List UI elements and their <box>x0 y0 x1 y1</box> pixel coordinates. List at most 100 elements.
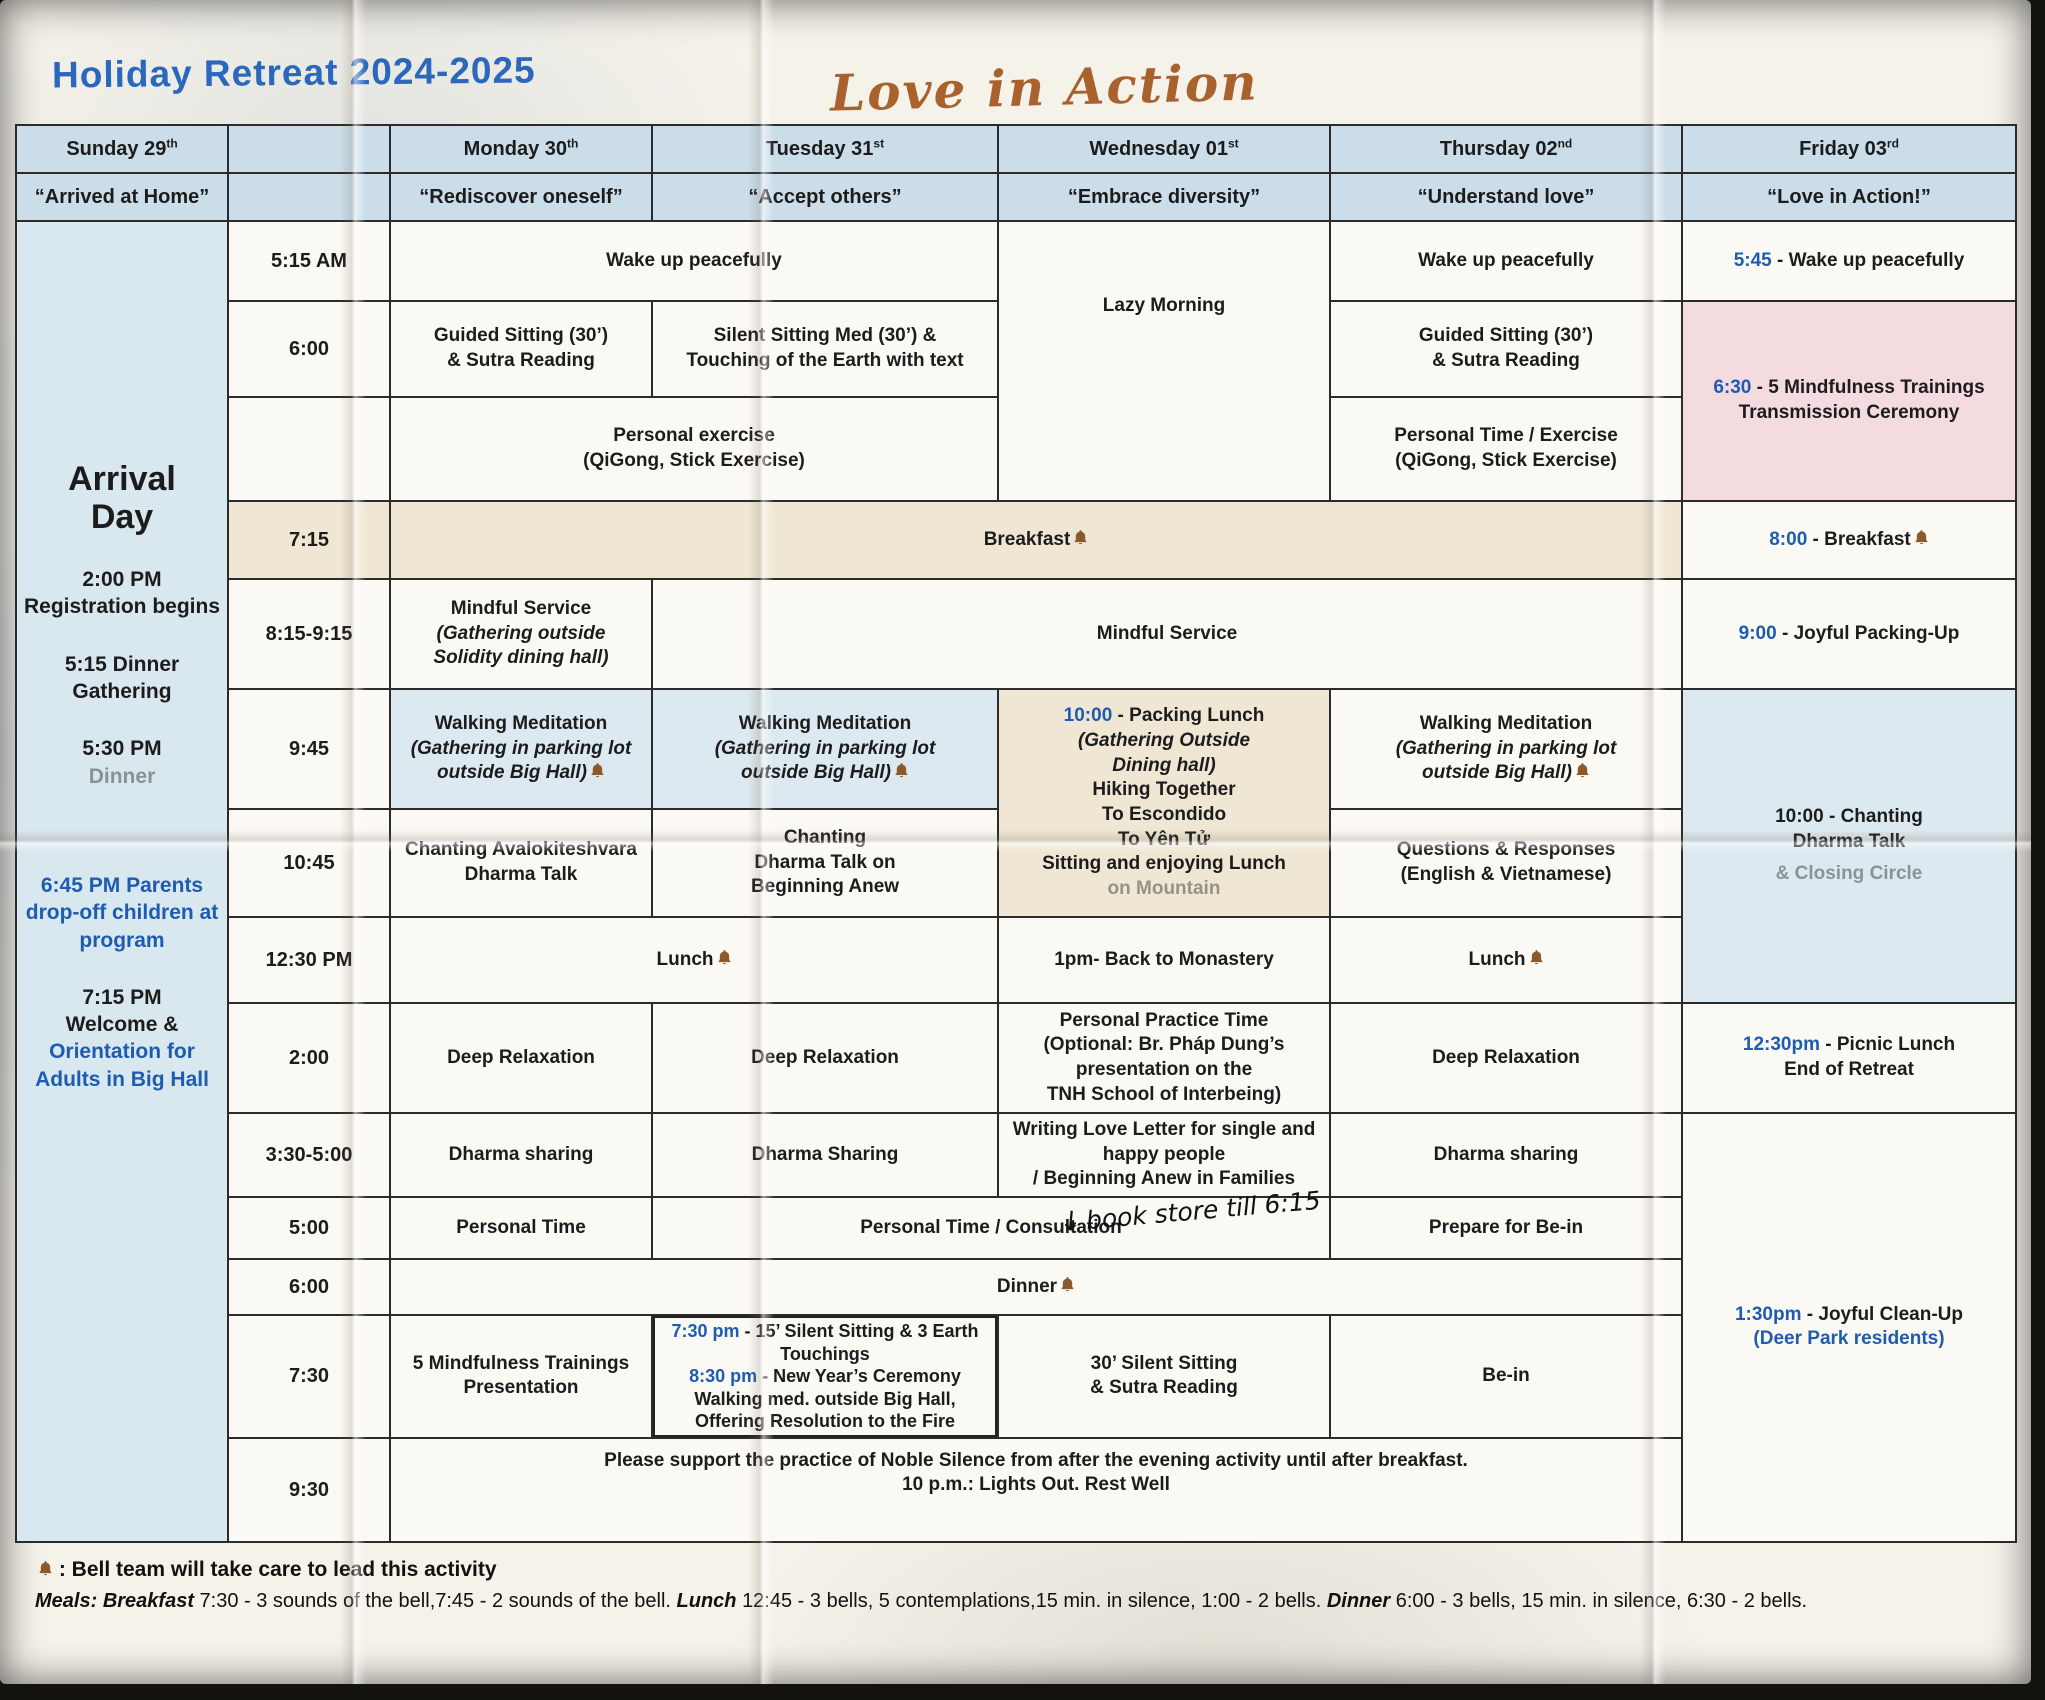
time-slot: 10:45 <box>227 808 391 918</box>
monday-tuesday-personal-exercise: Personal exercise (QiGong, Stick Exercise… <box>389 396 999 502</box>
schedule-row: 6:00 Guided Sitting (30’) & Sutra Reading S… <box>16 300 2017 502</box>
monday-tuesday-wake-up: Wake up peacefully <box>389 220 999 302</box>
tuesday-new-year-ceremony: 7:30 pm - 15’ Silent Sitting & 3 Earth To… <box>651 1314 999 1439</box>
tuesday-walking-meditation: Walking Meditation (Gathering in parking … <box>651 688 999 810</box>
time-slot: 12:30 PM <box>227 916 391 1004</box>
wednesday-back-to-monastery: 1pm- Back to Monastery <box>997 916 1331 1004</box>
time-slot: 9:45 <box>227 688 391 810</box>
bell-icon <box>587 762 605 783</box>
day-empty <box>227 124 391 174</box>
schedule-row: 9:45 Walking Meditation (Gathering in park… <box>16 688 2017 1004</box>
bell-icon <box>1911 529 1929 550</box>
day-wednesday: Wednesday 01st <box>997 124 1331 174</box>
wednesday-silent-sitting: 30’ Silent Sitting & Sutra Reading <box>997 1314 1331 1439</box>
friday-joyful-packing: 9:00 - Joyful Packing-Up <box>1681 578 2017 690</box>
tuesday-deep-relaxation: Deep Relaxation <box>651 1002 999 1114</box>
meals-note: Meals: Breakfast 7:30 - 3 sounds of the … <box>35 1590 1808 1612</box>
theme-wednesday: “Embrace diversity” <box>997 172 1331 222</box>
time-slot: 9:30 <box>227 1436 391 1543</box>
theme-friday: “Love in Action!” <box>1681 172 2017 222</box>
monday-personal-time: Personal Time <box>389 1196 653 1261</box>
thursday-bein: Be-in <box>1329 1314 1683 1439</box>
time-slot: 7:30 <box>227 1314 391 1439</box>
schedule-row: 12:30 PM Lunch 1pm- Back to Monastery Lunch <box>16 916 2016 1004</box>
tuesday-dharma-sharing: Dharma Sharing <box>651 1111 999 1199</box>
bell-icon <box>1526 949 1544 970</box>
bell-icon <box>1070 529 1088 550</box>
time-slot <box>227 396 391 502</box>
bell-icon <box>714 949 732 970</box>
schedule-row: Arrival Day 2:00 PM Registration begins 5:15… <box>15 220 2017 1543</box>
schedule-row: 9:30 Please support the practice of Noble… <box>16 1436 2016 1543</box>
wednesday-love-letter: Writing Love Letter for single and happy … <box>997 1111 1331 1199</box>
friday-breakfast: 8:00 - Breakfast <box>1681 500 2017 580</box>
dinner-span: Dinner <box>389 1258 1683 1317</box>
thursday-guided-sitting: Guided Sitting (30’) & Sutra Reading <box>1329 300 1683 398</box>
tuesday-chanting: Chanting Dharma Talk on Beginning Anew <box>651 808 999 918</box>
time-slot: 6:00 <box>227 300 391 398</box>
schedule-body: Arrival Day 2:00 PM Registration begins 5:15… <box>15 220 2017 1543</box>
friday-wake-up: 5:45 - Wake up peacefully <box>1681 220 2017 302</box>
time-slot: 5:00 <box>227 1196 391 1261</box>
time-slot: 7:15 <box>227 500 391 580</box>
monday-walking-meditation: Walking Meditation (Gathering in parking … <box>389 688 653 810</box>
schedule-row: 6:00 Dinner <box>16 1258 2016 1317</box>
bell-icon <box>1572 762 1590 783</box>
breakfast-span: Breakfast <box>389 500 1683 580</box>
schedule-row: 5:00 Personal Time Personal Time / Consult… <box>16 1186 2016 1261</box>
retreat-theme-title: Love in Action <box>829 52 1260 123</box>
friday-transmission-ceremony: 6:30 - 5 Mindfulness Trainings Transmissi… <box>1681 300 2017 502</box>
thursday-personal-exercise: Personal Time / Exercise (QiGong, Stick E… <box>1329 396 1683 502</box>
theme-thursday: “Understand love” <box>1329 172 1683 222</box>
thursday-dharma-sharing: Dharma sharing <box>1329 1111 1683 1199</box>
time-slot: 8:15-9:15 <box>227 578 391 690</box>
day-sunday: Sunday 29th <box>15 124 229 174</box>
wednesday-hiking: 10:00 - Packing Lunch (Gathering Outside D… <box>997 688 1331 918</box>
schedule-table: Sunday 29th Monday 30th Tuesday 31st Wednes… <box>15 124 2017 1543</box>
theme-sunday: “Arrived at Home” <box>15 172 229 222</box>
tuesday-silent-sitting: Silent Sitting Med (30’) & Touching of th… <box>651 300 999 398</box>
sunday-arrival-day: Arrival Day 2:00 PM Registration begins 5:15… <box>15 220 229 1543</box>
header-row: “Arrived at Home” “Rediscover oneself” “Ac… <box>15 172 2017 222</box>
bell-icon <box>891 762 909 783</box>
bell-icon <box>1057 1276 1075 1297</box>
friday-joyful-cleanup: 1:30pm - Joyful Clean-Up (Deer Park resid… <box>1681 1112 2017 1543</box>
day-monday: Monday 30th <box>389 124 653 174</box>
monday-deep-relaxation: Deep Relaxation <box>389 1002 653 1114</box>
theme-monday: “Rediscover oneself” <box>389 172 653 222</box>
theme-empty <box>227 172 391 222</box>
time-slot: 3:30-5:00 <box>227 1111 391 1199</box>
page-title: Holiday Retreat 2024-2025 <box>51 49 536 96</box>
thursday-prepare-bein: Prepare for Be-in <box>1329 1196 1683 1261</box>
mindful-service-span: Mindful Service <box>651 578 1683 690</box>
wednesday-lazy-morning: Lazy Morning <box>997 220 1331 502</box>
theme-tuesday: “Accept others” <box>651 172 999 222</box>
monday-mindful-service: Mindful Service (Gathering outside Solidit… <box>389 578 653 690</box>
schedule-row: 7:30 5 Mindfulness Trainings Presentation 7… <box>16 1314 2016 1439</box>
day-thursday: Thursday 02nd <box>1329 124 1683 174</box>
monday-chanting: Chanting Avalokiteshvara Dharma Talk <box>389 808 653 918</box>
header-row: Sunday 29th Monday 30th Tuesday 31st Wednes… <box>15 124 2017 174</box>
handwritten-arrow: ↓ <box>1058 1205 1084 1239</box>
time-slot: 5:15 AM <box>227 220 391 302</box>
schedule-row: 10:45 Chanting Avalokiteshvara Dharma Talk… <box>16 808 2016 918</box>
schedule-row: 3:30-5:00 Dharma sharing Dharma Sharing Wri… <box>16 1111 2017 1543</box>
schedule-row: 7:15 Breakfast 8:00 - Breakfast <box>16 500 2017 580</box>
day-tuesday: Tuesday 31st <box>651 124 999 174</box>
thursday-questions-responses: Questions & Responses (English & Vietname… <box>1329 808 1683 918</box>
noble-silence-note: Please support the practice of Noble Sil… <box>389 1436 1683 1543</box>
thursday-wake-up: Wake up peacefully <box>1329 220 1683 302</box>
schedule-header: Sunday 29th Monday 30th Tuesday 31st Wednes… <box>15 124 2017 222</box>
friday-picnic-lunch: 12:30pm - Picnic Lunch End of Retreat <box>1681 1002 2017 1114</box>
time-slot: 2:00 <box>227 1002 391 1114</box>
monday-5mt-presentation: 5 Mindfulness Trainings Presentation <box>389 1314 653 1439</box>
wednesday-personal-practice: Personal Practice Time (Optional: Br. Phá… <box>997 1002 1331 1114</box>
day-friday: Friday 03rd <box>1681 124 2017 174</box>
lunch-span: Lunch <box>389 916 999 1004</box>
thursday-lunch: Lunch <box>1329 916 1683 1004</box>
thursday-deep-relaxation: Deep Relaxation <box>1329 1002 1683 1114</box>
bell-icon <box>35 1558 53 1581</box>
bell-legend-note: : Bell team will take care to lead this … <box>35 1558 1807 1582</box>
consultation-span: Personal Time / Consultation ↓book store … <box>651 1186 1331 1261</box>
